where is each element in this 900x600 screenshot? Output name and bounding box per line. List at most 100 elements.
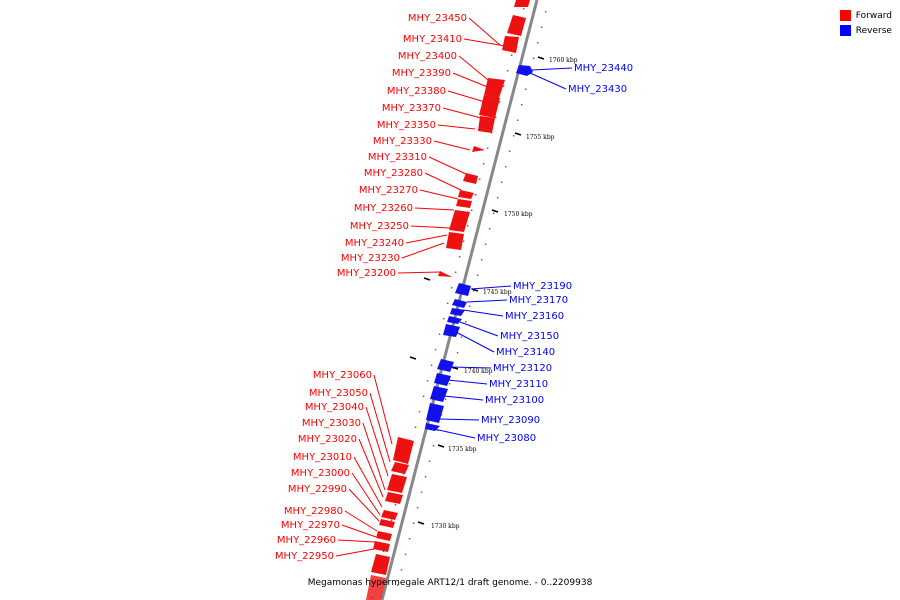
minor-tick-dot [472,290,475,292]
reverse-gene-label[interactable]: MHY_23160 [505,311,564,322]
gene-block[interactable] [437,359,454,372]
gene-block[interactable] [479,95,500,118]
forward-gene-label[interactable]: MHY_23230 [341,253,400,264]
minor-tick-dot [486,147,489,149]
reverse-gene-labels: MHY_23440 MHY_23430 MHY_23190 MHY_23170 MHY_… [477,63,633,444]
minor-tick-dot [438,333,441,335]
forward-gene-label[interactable]: MHY_23410 [403,34,462,45]
forward-gene-label[interactable]: MHY_23400 [398,51,457,62]
reverse-gene-label[interactable]: MHY_23100 [485,395,544,406]
gene-block[interactable] [391,462,409,474]
forward-gene-label[interactable]: MHY_23050 [309,388,368,399]
forward-gene-label[interactable]: MHY_23030 [302,418,361,429]
gene-block[interactable] [447,316,462,324]
gene-block[interactable] [443,324,460,337]
legend-reverse: Reverse [839,23,892,38]
gene-block[interactable] [366,575,386,600]
forward-gene-label[interactable]: MHY_23240 [345,238,404,249]
forward-gene-label[interactable]: MHY_23040 [305,402,364,413]
leader-line [358,438,384,498]
reverse-gene-label[interactable]: MHY_23120 [493,363,552,374]
forward-gene-label[interactable]: MHY_23200 [337,268,396,279]
reverse-gene-label[interactable]: MHY_23190 [513,281,572,292]
forward-gene-label[interactable]: MHY_23370 [382,103,441,114]
gene-block[interactable] [438,271,452,277]
gene-block[interactable] [450,308,465,316]
reverse-gene-label[interactable]: MHY_23090 [481,415,540,426]
forward-gene-label[interactable]: MHY_22990 [288,484,347,495]
forward-gene-label[interactable]: MHY_23010 [293,452,352,463]
forward-gene-label[interactable]: MHY_23390 [392,68,451,79]
gene-block[interactable] [449,210,470,232]
gene-block[interactable] [507,15,526,36]
forward-gene-label[interactable]: MHY_23060 [313,370,372,381]
gene-block[interactable] [381,510,398,520]
leader-line [348,488,380,522]
gene-block[interactable] [484,78,505,98]
tick-label: 1750 kbp [504,211,533,218]
forward-gene-blocks [366,0,530,600]
leader-line [335,548,375,557]
forward-gene-label[interactable]: MHY_22970 [281,520,340,531]
gene-block[interactable] [426,403,444,423]
gene-block[interactable] [373,541,390,552]
reverse-gene-label[interactable]: MHY_23150 [500,331,559,342]
gene-block[interactable] [434,373,451,386]
leader-line [433,140,471,151]
reverse-gene-label[interactable]: MHY_23110 [489,379,548,390]
genome-backbone [380,0,539,600]
minor-tick-dot [442,318,445,320]
gene-block[interactable] [393,437,414,464]
gene-block[interactable] [446,232,464,250]
reverse-gene-label[interactable]: MHY_23430 [568,84,627,95]
minor-tick [423,277,431,281]
forward-gene-label[interactable]: MHY_23250 [350,221,409,232]
forward-gene-label[interactable]: MHY_23270 [359,185,418,196]
gene-block[interactable] [472,146,485,152]
minor-tick-dot [414,426,417,428]
reverse-gene-label[interactable]: MHY_23140 [496,347,555,358]
gene-block[interactable] [456,199,472,208]
gene-block[interactable] [463,173,478,184]
reverse-gene-label[interactable]: MHY_23080 [477,433,536,444]
gene-block[interactable] [516,65,533,76]
gene-block[interactable] [458,190,474,199]
gene-block[interactable] [514,0,530,7]
leader-line [353,456,383,508]
minor-tick-dot [390,519,393,521]
gene-block[interactable] [455,283,471,296]
gene-block[interactable] [376,531,392,541]
minor-tick-dot [454,271,457,273]
minor-tick-dot [506,70,509,72]
forward-gene-label[interactable]: MHY_23280 [364,168,423,179]
leader-line [433,428,476,439]
forward-gene-label[interactable]: MHY_23000 [291,468,350,479]
leader-line [458,55,489,81]
forward-gene-label[interactable]: MHY_23330 [373,136,432,147]
minor-tick-dot [524,88,527,90]
forward-gene-label[interactable]: MHY_23450 [408,13,467,24]
forward-gene-label[interactable]: MHY_22960 [277,535,336,546]
gene-block[interactable] [452,299,467,308]
forward-gene-label[interactable]: MHY_23310 [368,152,427,163]
forward-gene-label[interactable]: MHY_23020 [298,434,357,445]
reverse-gene-label[interactable]: MHY_23440 [574,63,633,74]
forward-gene-label[interactable]: MHY_22980 [284,506,343,517]
leader-line [438,418,480,421]
gene-block[interactable] [385,492,403,504]
gene-block[interactable] [379,519,395,528]
forward-gene-label[interactable]: MHY_23350 [377,120,436,131]
gene-block[interactable] [430,386,448,402]
forward-gene-label[interactable]: MHY_22950 [275,551,334,562]
gene-block[interactable] [387,474,407,493]
tick-label: 1730 kbp [431,523,460,530]
reverse-gene-label[interactable]: MHY_23170 [509,295,568,306]
forward-gene-label[interactable]: MHY_23380 [387,86,446,97]
forward-gene-label[interactable]: MHY_23260 [354,203,413,214]
gene-block[interactable] [371,554,390,575]
minor-tick-dot [494,116,497,118]
minor-tick-dot [522,8,525,10]
gene-block[interactable] [478,116,495,133]
gene-block[interactable] [502,36,519,53]
